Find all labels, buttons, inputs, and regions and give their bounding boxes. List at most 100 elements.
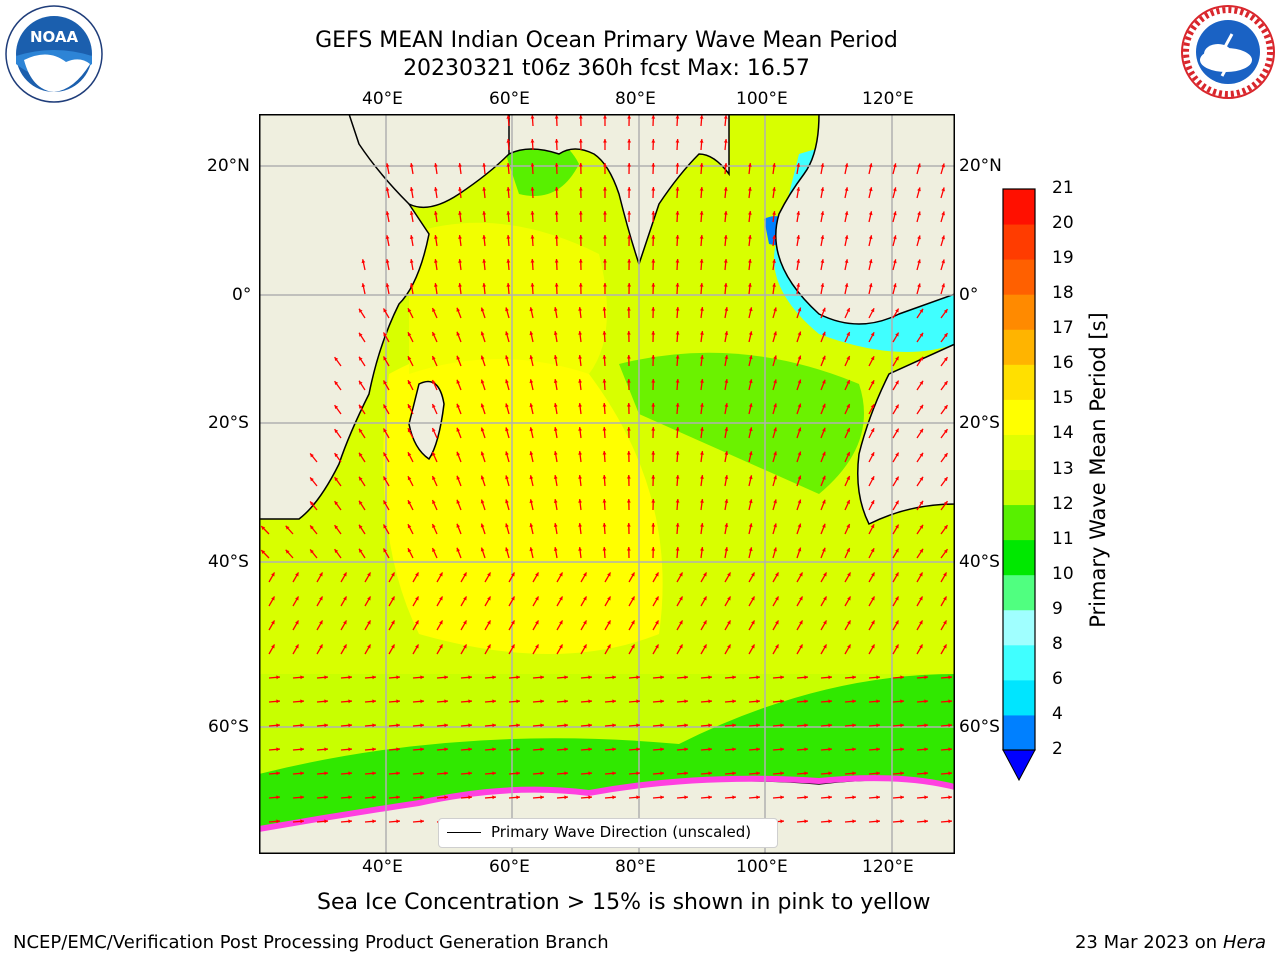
wave-arrow-head	[804, 747, 808, 752]
wave-arrow-head	[359, 356, 363, 361]
wave-arrow-head	[383, 476, 387, 481]
wave-arrow-head	[391, 572, 395, 577]
wave-arrow-head	[655, 644, 659, 649]
wave-arrow-head	[409, 187, 414, 191]
colorbar-tick: 11	[1052, 528, 1074, 549]
colorbar-tick: 17	[1052, 318, 1074, 339]
wave-arrow-head	[723, 163, 728, 167]
wave-arrow-head	[941, 283, 945, 288]
wave-arrow-head	[602, 331, 607, 335]
wave-arrow-head	[895, 548, 899, 553]
wave-arrow-head	[799, 572, 803, 577]
wave-arrow-head	[876, 723, 880, 728]
wave-arrow-head	[444, 795, 448, 800]
wave-arrow-head	[892, 283, 897, 288]
wave-arrow-head	[846, 548, 850, 552]
wave-arrow-head	[324, 747, 328, 752]
wave-arrow-head	[675, 307, 680, 311]
lat-label-left-20n: 20°N	[207, 156, 250, 176]
wave-arrow-head	[748, 451, 753, 456]
wave-arrow-head	[271, 644, 275, 649]
wave-arrow-head	[361, 283, 366, 288]
wave-arrow-head	[756, 675, 760, 680]
wave-arrow-head	[432, 523, 436, 528]
wave-arrow-head	[468, 675, 472, 680]
wave-arrow-head	[480, 403, 485, 408]
wave-arrow-head	[797, 403, 802, 408]
wave-arrow-head	[396, 747, 400, 752]
wave-arrow-head	[870, 452, 875, 457]
wave-arrow-head	[385, 235, 390, 240]
wave-arrow-head	[732, 675, 736, 680]
wave-arrow-head	[529, 403, 534, 408]
madagascar-land	[408, 380, 445, 461]
wave-arrow-head	[684, 699, 688, 704]
wave-arrow-head	[324, 723, 328, 728]
wave-arrow-head	[870, 308, 875, 313]
wave-arrow-head	[846, 428, 850, 432]
colorbar-segment	[1003, 469, 1035, 506]
wave-arrow-head	[943, 644, 947, 649]
wave-arrow-head	[463, 596, 467, 601]
wave-arrow-head	[823, 596, 827, 601]
wave-arrow-head	[564, 675, 568, 680]
wave-arrow-head	[870, 524, 875, 529]
wave-arrow-head	[432, 355, 436, 360]
wave-arrow-head	[900, 819, 904, 824]
wave-arrow-head	[917, 235, 921, 240]
wave-arrow-head	[516, 795, 520, 800]
lon-label-top-40: 40°E	[362, 89, 403, 109]
wave-arrow-head	[773, 523, 777, 528]
wave-arrow-head	[553, 451, 558, 455]
wave-arrow-head	[480, 355, 485, 360]
wave-arrow-head	[553, 355, 558, 359]
wave-arrow-head	[636, 675, 640, 680]
wave-arrow-head	[383, 380, 387, 385]
wave-arrow-head	[391, 596, 395, 601]
wave-arrow-head	[651, 523, 656, 527]
wave-arrow-head	[359, 308, 363, 313]
wave-arrow-head	[535, 620, 539, 625]
wave-arrow-head	[319, 644, 323, 649]
wave-arrow-head	[383, 548, 387, 553]
wave-arrow-head	[602, 379, 607, 383]
wave-arrow-head	[844, 187, 849, 192]
wave-arrow-head	[444, 771, 448, 776]
lat-label-left-20s: 20°S	[208, 413, 249, 433]
wave-arrow-head	[748, 259, 752, 263]
wave-arrow-head	[892, 187, 897, 192]
wave-arrow-head	[895, 476, 899, 481]
wave-arrow-head	[651, 163, 656, 167]
wave-arrow-head	[578, 547, 582, 551]
wave-arrow-head	[271, 620, 275, 625]
wave-arrow-head	[348, 675, 352, 680]
wave-arrow-head	[583, 596, 587, 601]
wave-arrow-head	[700, 475, 704, 479]
wave-arrow-head	[700, 307, 704, 311]
colorbar-segment	[1003, 364, 1035, 400]
wave-arrow-head	[684, 795, 688, 800]
wave-arrow-head	[724, 499, 729, 503]
wave-arrow-head	[895, 452, 899, 457]
wave-arrow-head	[578, 499, 582, 503]
wave-arrow-head	[796, 187, 801, 191]
wave-arrow-head	[943, 357, 948, 362]
wave-arrow-head	[540, 771, 544, 776]
wave-arrow-head	[409, 163, 414, 167]
wave-arrow-head	[482, 235, 487, 239]
wave-arrow-head	[334, 405, 339, 410]
colorbar-segment	[1003, 644, 1035, 681]
wave-arrow-head	[603, 235, 607, 239]
wave-arrow-head	[823, 572, 827, 577]
wave-arrow-head	[540, 699, 544, 704]
wave-arrow-head	[870, 428, 875, 433]
wave-arrow-head	[367, 644, 371, 649]
wave-arrow-head	[511, 596, 515, 601]
wave-arrow-head	[372, 795, 376, 800]
wave-arrow-head	[772, 235, 776, 239]
wave-arrow-head	[846, 380, 850, 384]
wave-arrow-head	[612, 675, 616, 680]
wave-arrow-head	[699, 283, 704, 287]
wave-arrow-head	[420, 723, 424, 728]
wave-arrow-head	[456, 427, 461, 432]
